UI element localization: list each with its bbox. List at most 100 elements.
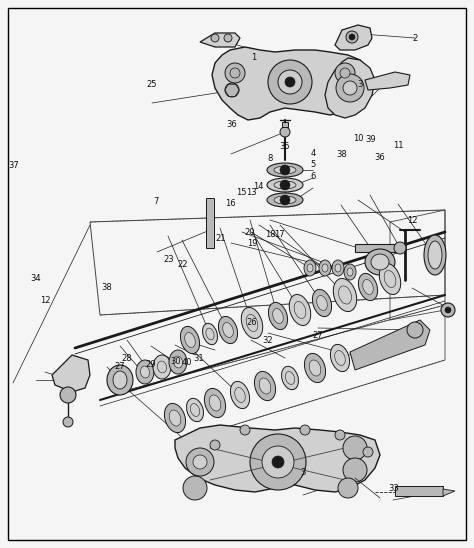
Text: 29: 29 <box>146 360 156 369</box>
Circle shape <box>210 440 220 450</box>
Polygon shape <box>175 425 380 492</box>
Ellipse shape <box>219 316 237 344</box>
Ellipse shape <box>267 193 303 207</box>
Circle shape <box>280 127 290 137</box>
Ellipse shape <box>267 178 303 192</box>
Circle shape <box>346 31 358 43</box>
Circle shape <box>230 68 240 78</box>
Text: 38: 38 <box>336 150 346 159</box>
Circle shape <box>336 74 364 102</box>
Ellipse shape <box>317 295 327 311</box>
Ellipse shape <box>187 398 203 421</box>
Ellipse shape <box>140 366 150 378</box>
Ellipse shape <box>259 378 271 394</box>
Ellipse shape <box>246 315 258 332</box>
Circle shape <box>343 436 367 460</box>
Ellipse shape <box>169 350 187 374</box>
Ellipse shape <box>136 360 154 384</box>
Text: 3: 3 <box>301 468 306 477</box>
Ellipse shape <box>209 395 221 411</box>
Text: 5: 5 <box>310 160 316 169</box>
Bar <box>355 244 397 252</box>
Ellipse shape <box>312 289 332 317</box>
Text: 2: 2 <box>412 34 418 43</box>
Circle shape <box>278 70 302 94</box>
Text: 10: 10 <box>353 134 363 142</box>
Text: 33: 33 <box>388 484 399 493</box>
Circle shape <box>268 60 312 104</box>
Polygon shape <box>325 58 375 118</box>
Ellipse shape <box>304 260 316 276</box>
Ellipse shape <box>181 327 200 353</box>
Text: 23: 23 <box>163 255 173 264</box>
Ellipse shape <box>379 264 401 294</box>
Text: 35: 35 <box>279 142 290 151</box>
Ellipse shape <box>282 366 299 390</box>
Ellipse shape <box>319 260 331 276</box>
Polygon shape <box>350 320 430 370</box>
Ellipse shape <box>304 353 326 383</box>
Text: 38: 38 <box>101 283 112 292</box>
Ellipse shape <box>330 344 350 372</box>
Text: 39: 39 <box>365 135 376 144</box>
Text: 4: 4 <box>310 149 316 158</box>
Circle shape <box>224 34 232 42</box>
Circle shape <box>340 68 350 78</box>
Ellipse shape <box>363 279 373 294</box>
Ellipse shape <box>157 361 166 373</box>
Ellipse shape <box>255 372 275 401</box>
Ellipse shape <box>274 181 296 189</box>
Ellipse shape <box>223 323 233 338</box>
Text: 15: 15 <box>237 189 247 197</box>
Ellipse shape <box>294 301 306 318</box>
Circle shape <box>407 322 423 338</box>
Text: 14: 14 <box>254 182 264 191</box>
Text: 20: 20 <box>245 229 255 237</box>
Text: 40: 40 <box>182 358 192 367</box>
Polygon shape <box>335 25 372 50</box>
Ellipse shape <box>241 307 263 339</box>
Circle shape <box>300 425 310 435</box>
Ellipse shape <box>338 286 351 304</box>
Circle shape <box>240 425 250 435</box>
Polygon shape <box>212 47 368 120</box>
Ellipse shape <box>274 166 296 174</box>
Ellipse shape <box>347 268 353 276</box>
Circle shape <box>262 446 294 478</box>
Polygon shape <box>200 33 240 47</box>
Bar <box>206 198 214 248</box>
Text: 12: 12 <box>40 296 50 305</box>
Text: 31: 31 <box>194 355 204 363</box>
Ellipse shape <box>428 241 442 269</box>
Polygon shape <box>443 489 455 496</box>
Ellipse shape <box>204 389 226 418</box>
Text: 36: 36 <box>374 153 384 162</box>
Circle shape <box>186 448 214 476</box>
Text: 27: 27 <box>312 331 323 340</box>
Ellipse shape <box>332 260 344 276</box>
Ellipse shape <box>322 264 328 272</box>
Circle shape <box>211 34 219 42</box>
Circle shape <box>363 447 373 457</box>
Bar <box>282 122 288 127</box>
Circle shape <box>250 434 306 490</box>
Text: 22: 22 <box>177 260 188 269</box>
Text: 21: 21 <box>215 234 226 243</box>
Text: 8: 8 <box>267 155 273 163</box>
Circle shape <box>63 417 73 427</box>
Circle shape <box>280 165 290 175</box>
Bar <box>395 486 443 496</box>
Ellipse shape <box>169 410 181 426</box>
Text: 16: 16 <box>226 199 236 208</box>
Ellipse shape <box>335 351 345 366</box>
Ellipse shape <box>274 196 296 204</box>
Text: 26: 26 <box>246 318 256 327</box>
Text: 28: 28 <box>121 355 132 363</box>
Ellipse shape <box>358 273 378 301</box>
Ellipse shape <box>235 387 245 402</box>
Text: 25: 25 <box>146 81 157 89</box>
Ellipse shape <box>268 302 288 329</box>
Ellipse shape <box>307 264 313 272</box>
Circle shape <box>441 303 455 317</box>
Ellipse shape <box>285 372 295 385</box>
